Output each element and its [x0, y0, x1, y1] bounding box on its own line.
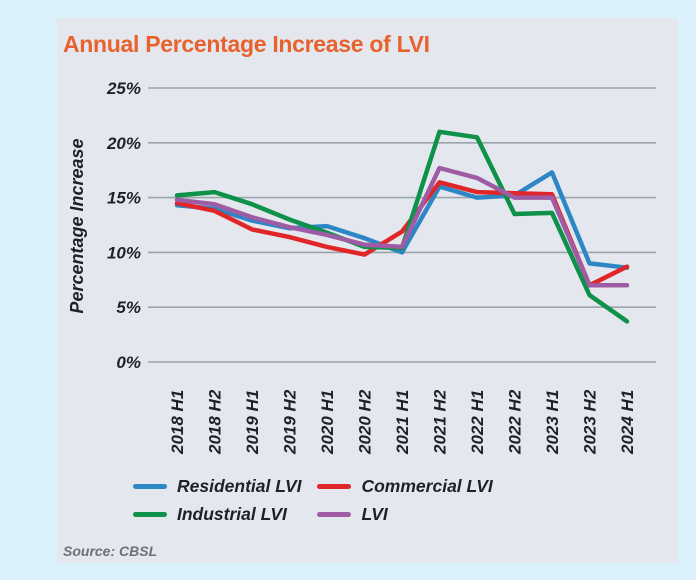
- y-tick-label: 10%: [107, 243, 141, 262]
- chart-title: Annual Percentage Increase of LVI: [63, 31, 430, 57]
- line-chart: 0% 5% 10% 15% 20% 25% 2018 H1 2018 H2 2019 H1 201…: [106, 79, 656, 455]
- x-tick-label: 2022 H1: [468, 390, 487, 455]
- y-tick-label: 0%: [116, 353, 141, 372]
- x-tick-label: 2023 H1: [543, 390, 562, 455]
- y-tick-label: 15%: [107, 189, 141, 208]
- legend-label: Residential LVI: [177, 476, 302, 496]
- y-tick-label: 25%: [106, 79, 141, 98]
- legend-label: LVI: [361, 504, 388, 524]
- legend-item-residential-lvi: Residential LVI: [133, 476, 301, 497]
- y-tick-label: 5%: [116, 298, 141, 317]
- x-tick-label: 2020 H2: [356, 389, 375, 455]
- series-line-lvi: [174, 165, 630, 288]
- x-tick-label: 2019 H1: [243, 390, 262, 455]
- legend-item-commercial-lvi: Commercial LVI: [317, 476, 493, 497]
- series-line-residential-lvi: [174, 170, 630, 270]
- legend-swatch: [317, 512, 352, 517]
- x-tick-label: 2024 H1: [618, 390, 637, 455]
- chart-panel: Annual Percentage Increase of LVI Percen…: [57, 18, 678, 563]
- x-tick-label: 2022 H2: [506, 389, 525, 455]
- legend-item-lvi: LVI: [317, 504, 492, 525]
- x-tick-label: 2019 H2: [281, 389, 300, 455]
- x-tick-label: 2023 H2: [581, 389, 600, 455]
- x-tick-label: 2021 H1: [393, 390, 412, 455]
- legend-label: Commercial LVI: [361, 476, 493, 496]
- x-tick-label: 2018 H1: [168, 390, 187, 455]
- legend-swatch: [133, 484, 167, 489]
- legend: Residential LVI Commercial LVI Industrial …: [133, 476, 493, 525]
- series-line-commercial-lvi: [174, 180, 630, 288]
- legend-swatch: [133, 512, 167, 517]
- legend-item-industrial-lvi: Industrial LVI: [133, 504, 301, 525]
- x-tick-label: 2020 H1: [318, 390, 337, 455]
- legend-swatch: [317, 484, 352, 489]
- source-note: Source: CBSL: [63, 543, 158, 559]
- legend-label: Industrial LVI: [177, 504, 287, 524]
- y-tick-label: 20%: [106, 134, 141, 153]
- x-tick-label: 2021 H2: [431, 389, 450, 455]
- x-tick-label: 2018 H2: [206, 389, 225, 455]
